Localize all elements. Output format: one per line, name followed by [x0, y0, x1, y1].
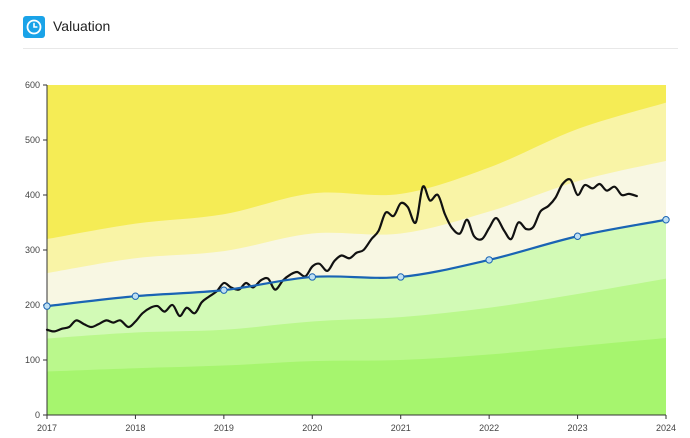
- y-tick-label: 100: [25, 355, 40, 365]
- panel-title: Valuation: [53, 18, 111, 34]
- y-tick-label: 400: [25, 190, 40, 200]
- fair-value-point: [485, 256, 493, 264]
- fair-value-point: [220, 286, 228, 294]
- y-tick-label: 500: [25, 135, 40, 145]
- fair-value-point: [397, 273, 405, 281]
- fair-value-point: [131, 292, 140, 300]
- x-tick-label: 2022: [479, 423, 499, 433]
- valuation-band-1: [47, 338, 666, 415]
- y-tick-label: 600: [25, 80, 40, 90]
- x-tick-label: 2023: [568, 423, 588, 433]
- header-divider: [23, 48, 678, 49]
- x-tick-label: 2024: [656, 423, 676, 433]
- y-tick-label: 300: [25, 245, 40, 255]
- clock-icon: [23, 16, 45, 38]
- x-tick-label: 2020: [302, 423, 322, 433]
- fair-value-line: [46, 218, 667, 308]
- x-tick-label: 2019: [214, 423, 234, 433]
- fair-value-point: [662, 216, 670, 224]
- y-tick-label: 0: [35, 410, 40, 420]
- x-tick-label: 2017: [37, 423, 57, 433]
- panel-header: Valuation: [0, 0, 690, 50]
- chart-axes: 0 100 200 300 400 500 600 2017 2018 2019 2020 2021 2…: [25, 80, 676, 433]
- x-tick-label: 2018: [125, 423, 145, 433]
- fair-value-point: [573, 232, 582, 240]
- fair-value-point: [308, 273, 316, 281]
- y-tick-label: 200: [25, 300, 40, 310]
- fair-value-point: [43, 302, 51, 310]
- price-line: [45, 177, 638, 333]
- x-tick-label: 2021: [391, 423, 411, 433]
- valuation-bands: [47, 85, 666, 415]
- chart-lines: [43, 177, 670, 333]
